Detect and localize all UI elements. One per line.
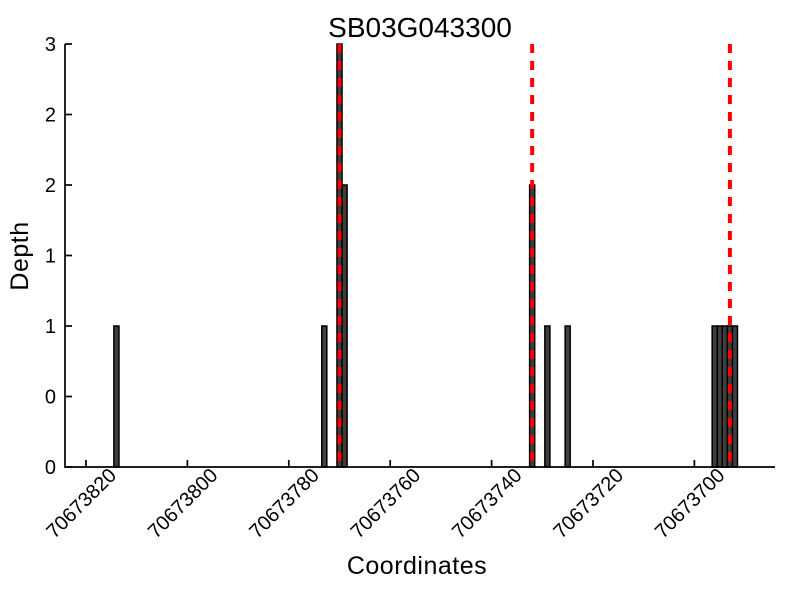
depth-bar [721, 325, 729, 468]
depth-bar [544, 325, 551, 468]
y-tick-label: 1 [45, 316, 56, 338]
x-tick-label: 70673740 [448, 465, 526, 543]
depth-bar [731, 325, 739, 468]
y-tick-label: 1 [45, 246, 56, 268]
depth-bar [113, 325, 120, 468]
y-axis-label: Depth [6, 221, 34, 290]
x-tick-label: 70673800 [144, 465, 222, 543]
depth-bar [564, 325, 571, 468]
depth-bar [711, 325, 718, 468]
y-tick-label: 0 [45, 387, 56, 409]
x-axis-label: Coordinates [347, 552, 487, 580]
x-tick-label: 70673700 [651, 465, 729, 543]
x-tick-label: 70673720 [550, 465, 628, 543]
y-tick-label: 0 [45, 457, 56, 479]
x-tick-label: 70673780 [245, 465, 323, 543]
y-tick-label: 2 [45, 175, 56, 197]
x-tick-label: 70673760 [347, 465, 425, 543]
depth-bar [321, 325, 328, 468]
y-tick-label: 2 [45, 105, 56, 127]
axis-spines [64, 44, 775, 468]
depth-bar [341, 184, 348, 468]
y-tick-label: 3 [45, 34, 56, 56]
depth-bar [716, 325, 724, 468]
chart-title: SB03G043300 [328, 12, 512, 43]
depth-bar [726, 325, 734, 468]
